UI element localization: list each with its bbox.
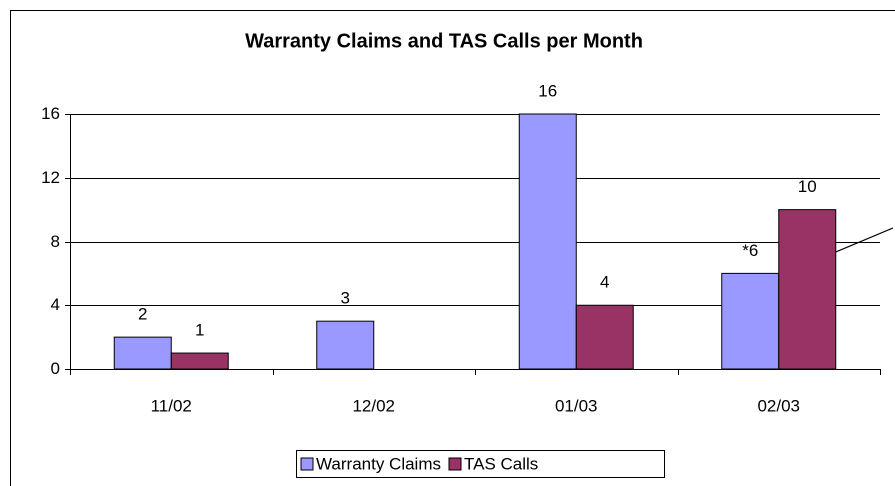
chart-title: Warranty Claims and TAS Calls per Month [245,30,643,52]
bar [721,272,780,370]
data-label: 2 [138,305,147,324]
data-label: 3 [341,289,350,308]
y-tick-label: 0 [51,359,60,378]
legend-label: Warranty Claims [316,454,441,473]
data-label: 1 [195,321,204,340]
y-tick-label: 12 [41,168,60,187]
legend-swatch [448,457,462,471]
chart-frame [10,10,895,486]
x-tick-label: 02/03 [757,396,800,415]
x-tick-label: 11/02 [151,396,192,415]
bar [113,336,172,370]
data-label: *6 [742,241,758,260]
legend-label: TAS Calls [464,454,538,473]
data-label: 4 [600,273,609,292]
data-label: 16 [538,81,557,100]
y-tick-label: 16 [41,104,60,123]
bar [170,352,229,370]
x-tick-label: 12/02 [352,396,395,415]
y-tick-label: 8 [51,232,60,251]
legend [296,450,665,478]
y-tick-label: 4 [51,295,60,314]
bar [316,320,375,370]
legend-swatch [300,457,314,471]
data-label: 10 [798,177,817,196]
bar [778,209,837,370]
x-tick-label: 01/03 [555,396,598,415]
bar [575,304,634,370]
bar [518,113,577,370]
